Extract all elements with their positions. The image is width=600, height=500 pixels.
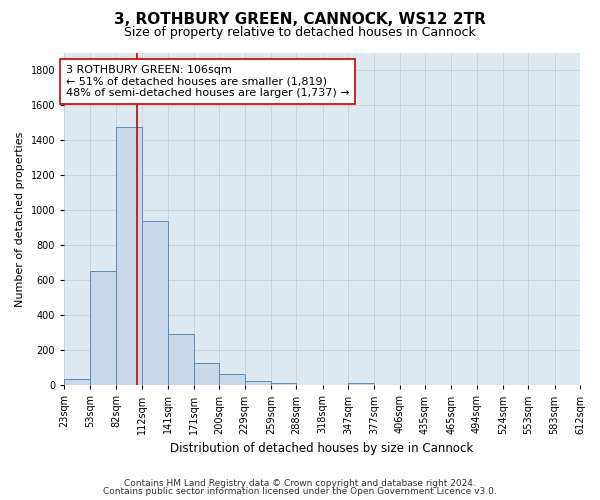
- Text: Contains HM Land Registry data © Crown copyright and database right 2024.: Contains HM Land Registry data © Crown c…: [124, 478, 476, 488]
- Bar: [167, 334, 194, 386]
- Bar: [245, 382, 271, 386]
- Bar: [271, 383, 296, 386]
- Bar: [116, 127, 142, 386]
- Bar: [142, 221, 167, 386]
- Text: Contains public sector information licensed under the Open Government Licence v3: Contains public sector information licen…: [103, 487, 497, 496]
- Y-axis label: Number of detached properties: Number of detached properties: [15, 131, 25, 306]
- Text: 3 ROTHBURY GREEN: 106sqm
← 51% of detached houses are smaller (1,819)
48% of sem: 3 ROTHBURY GREEN: 106sqm ← 51% of detach…: [66, 65, 350, 98]
- Text: Size of property relative to detached houses in Cannock: Size of property relative to detached ho…: [124, 26, 476, 39]
- Bar: [348, 383, 374, 386]
- Text: 3, ROTHBURY GREEN, CANNOCK, WS12 2TR: 3, ROTHBURY GREEN, CANNOCK, WS12 2TR: [114, 12, 486, 28]
- Bar: [64, 378, 91, 386]
- X-axis label: Distribution of detached houses by size in Cannock: Distribution of detached houses by size …: [170, 442, 474, 455]
- Bar: [194, 364, 219, 386]
- Bar: [219, 374, 245, 386]
- Bar: [91, 272, 116, 386]
